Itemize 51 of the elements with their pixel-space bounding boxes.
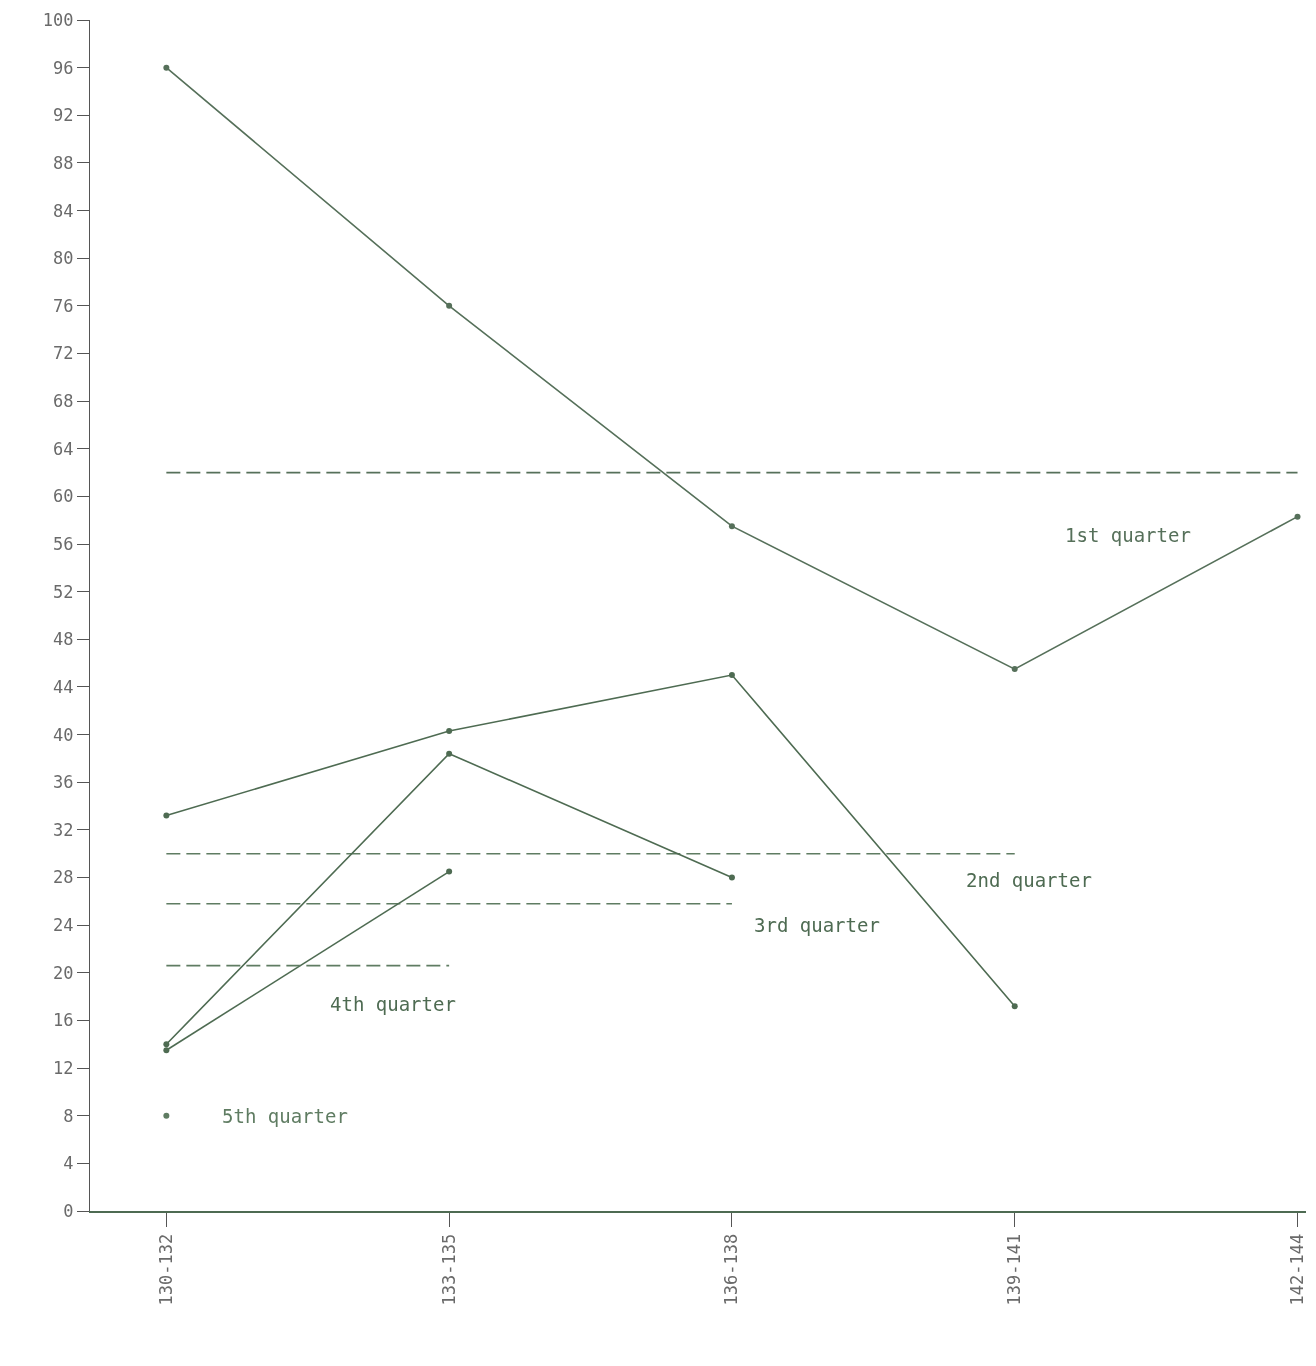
y-tick-label: 64 xyxy=(53,438,74,459)
y-tick-label: 100 xyxy=(42,9,74,30)
point xyxy=(1011,666,1018,673)
y-tick-label: 80 xyxy=(53,248,74,269)
y-tick-label: 28 xyxy=(53,867,74,888)
point xyxy=(1011,1003,1018,1010)
point xyxy=(163,1047,170,1054)
point xyxy=(446,728,453,735)
x-tick-label: 139-141 xyxy=(1004,1233,1025,1306)
y-tick-label: 76 xyxy=(53,295,74,316)
point xyxy=(163,64,170,71)
series-label: 1st quarter xyxy=(1065,524,1191,546)
text: 4th quarter xyxy=(330,993,456,1015)
y-tick-label: 20 xyxy=(53,962,74,983)
y-tick-label: 4 xyxy=(63,1153,74,1174)
point xyxy=(1294,513,1301,520)
y-tick-label: 72 xyxy=(53,343,74,364)
point xyxy=(163,1041,170,1048)
y-tick-label: 44 xyxy=(53,676,74,697)
point xyxy=(163,1112,170,1119)
series-label: 2nd quarter xyxy=(966,869,1092,891)
x-tick-label: 133-135 xyxy=(438,1233,459,1306)
y-tick-label: 84 xyxy=(53,200,74,221)
y-tick-label: 96 xyxy=(53,57,74,78)
point xyxy=(728,523,735,530)
y-tick-label: 8 xyxy=(63,1105,74,1126)
x-tick-label: 142-144 xyxy=(1287,1233,1308,1306)
point xyxy=(446,868,453,875)
x-tick-label: 130-132 xyxy=(155,1233,176,1306)
text: 5th quarter xyxy=(222,1105,348,1127)
point xyxy=(728,672,735,679)
y-tick-label: 52 xyxy=(53,581,74,602)
point xyxy=(446,750,453,757)
y-tick-label: 36 xyxy=(53,772,74,793)
y-tick-label: 60 xyxy=(53,486,74,507)
y-tick-label: 40 xyxy=(53,724,74,745)
point xyxy=(446,302,453,309)
y-tick-label: 16 xyxy=(53,1010,74,1031)
y-tick-label: 12 xyxy=(53,1058,74,1079)
y-tick-label: 68 xyxy=(53,391,74,412)
y-tick-label: 88 xyxy=(53,152,74,173)
y-tick-label: 0 xyxy=(63,1200,74,1221)
y-tick-label: 32 xyxy=(53,819,74,840)
point xyxy=(728,874,735,881)
y-tick-label: 48 xyxy=(53,629,74,650)
y-tick-label: 56 xyxy=(53,533,74,554)
y-tick-label: 92 xyxy=(53,105,74,126)
x-tick-label: 136-138 xyxy=(721,1233,742,1306)
point xyxy=(163,812,170,819)
text: 3rd quarter xyxy=(754,914,880,936)
y-tick-label: 24 xyxy=(53,915,74,936)
